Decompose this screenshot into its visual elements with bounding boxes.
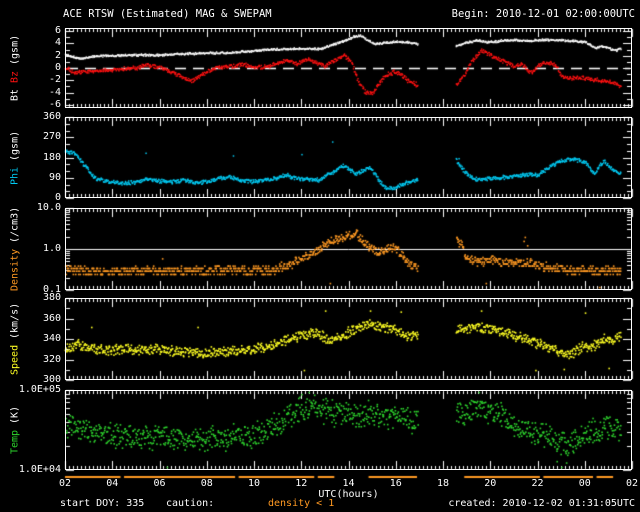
ytick-phi: 180 — [42, 151, 61, 163]
ylabel-part: Temp — [9, 430, 21, 455]
xtick-label: 22 — [531, 478, 544, 489]
xtick-label: 04 — [106, 478, 119, 489]
ylabel-part: (/cm3) — [9, 206, 21, 249]
xtick-label: 10 — [247, 478, 261, 489]
ytick-density: 1.0 — [42, 243, 61, 254]
ytick-speed: 360 — [42, 312, 61, 324]
ytick-temp: 1.0E+05 — [18, 384, 61, 395]
ytick-phi: 0 — [54, 192, 61, 203]
plot-title: ACE RTSW (Estimated) MAG & SWEPAM — [63, 8, 272, 20]
x-axis-title: UTC(hours) — [318, 489, 379, 500]
ytick-speed: 380 — [42, 292, 61, 303]
ytick-density: 10.0 — [36, 202, 61, 213]
ylabel-part: (K) — [9, 405, 21, 430]
panel-temp — [65, 390, 632, 470]
xtick-label: 00 — [578, 478, 591, 489]
panel-speed — [65, 298, 632, 380]
ytick-phi: 270 — [42, 131, 61, 143]
panel-density — [65, 208, 632, 290]
ytick-speed: 340 — [42, 333, 61, 344]
ytick-speed: 300 — [42, 374, 61, 385]
ytick-phi: 90 — [48, 171, 61, 183]
ytick-bt-bz: -6 — [48, 98, 61, 110]
start-doy-label: start DOY: 335 — [60, 498, 145, 509]
ytick-temp: 1.0E+04 — [18, 464, 61, 475]
panel-bt-bz — [65, 28, 632, 108]
xtick-label: 12 — [295, 478, 308, 489]
caution-label: caution: — [166, 498, 215, 509]
ytick-bt-bz: -2 — [48, 74, 61, 86]
ytick-bt-bz: -4 — [48, 86, 61, 98]
xtick-label: 02 — [625, 478, 639, 489]
ytick-speed: 320 — [42, 353, 61, 365]
created-timestamp: created: 2010-12-02 01:31:05UTC — [448, 498, 635, 509]
ytick-bt-bz: 0 — [54, 62, 61, 73]
ytick-phi: 360 — [42, 111, 61, 122]
ytick-bt-bz: 4 — [54, 37, 61, 49]
ylabel-temp: Temp (K) — [7, 390, 23, 470]
xtick-label: 18 — [436, 478, 450, 489]
begin-timestamp: Begin: 2010-12-01 02:00:00UTC — [451, 8, 635, 20]
xtick-label: 08 — [200, 478, 213, 489]
ytick-bt-bz: 6 — [54, 25, 61, 37]
ytick-bt-bz: 2 — [54, 49, 61, 61]
xtick-label: 16 — [389, 478, 402, 489]
xtick-label: 02 — [58, 478, 72, 489]
panel-phi — [65, 117, 632, 198]
xtick-label: 20 — [484, 478, 497, 489]
xtick-label: 06 — [153, 478, 166, 489]
ytick-density: 0.1 — [42, 284, 61, 295]
xtick-label: 14 — [342, 478, 355, 489]
caution-value-label: density < 1 — [268, 498, 335, 509]
